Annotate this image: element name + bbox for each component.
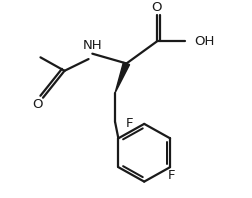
Text: F: F (167, 168, 174, 182)
Polygon shape (115, 62, 129, 93)
Text: OH: OH (194, 35, 214, 48)
Text: O: O (151, 1, 162, 14)
Text: NH: NH (83, 39, 102, 52)
Text: O: O (32, 98, 43, 111)
Text: F: F (125, 117, 133, 130)
